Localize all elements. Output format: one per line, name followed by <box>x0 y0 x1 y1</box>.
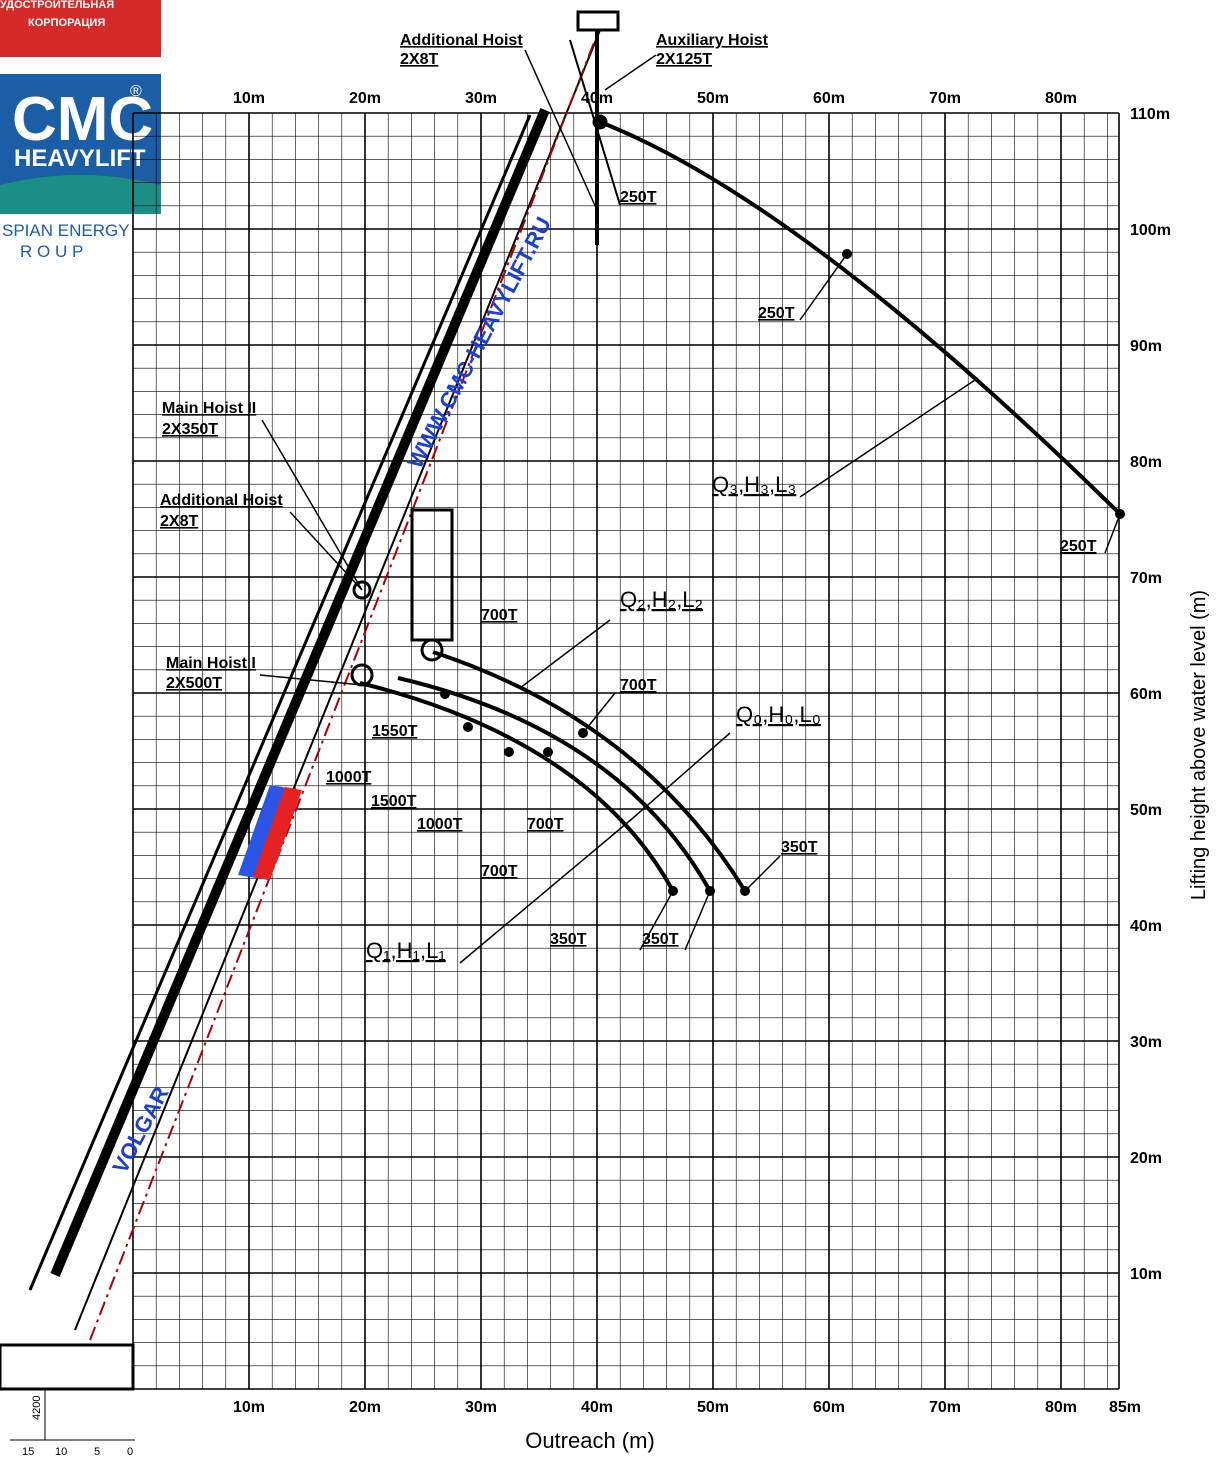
callout: 350T <box>781 839 818 856</box>
callout: 700T <box>481 607 518 624</box>
callout: 700T <box>527 816 564 833</box>
leader <box>800 254 847 320</box>
scale-label: 5 <box>94 1446 100 1458</box>
bottom-label: 50m <box>697 1399 729 1416</box>
logo-group: SPIAN ENERGY <box>2 221 130 240</box>
logo-reg: ® <box>130 83 142 100</box>
callout: Main Hoist II <box>162 400 256 417</box>
curves <box>360 122 1120 891</box>
point <box>543 747 553 757</box>
right-label: 10m <box>1130 1266 1162 1283</box>
y-title: Lifting height above water level (m) <box>1188 590 1210 900</box>
leader <box>745 856 780 891</box>
callout: Q₀,H₀,L₀ <box>736 702 821 727</box>
callout: 1500T <box>371 793 417 810</box>
scale-label: 0 <box>127 1446 133 1458</box>
boom-chord <box>75 30 600 1330</box>
leader <box>460 818 633 963</box>
top-label: 40m <box>581 90 613 107</box>
hook <box>422 640 442 660</box>
boom-chord <box>30 115 530 1290</box>
grid <box>133 113 1119 1389</box>
point <box>440 689 450 699</box>
bottom-label: 20m <box>349 1399 381 1416</box>
callout: Q₁,H₁,L₁ <box>366 938 446 963</box>
callout: 2X8T <box>160 513 198 530</box>
top-label: 20m <box>349 90 381 107</box>
right-label: 40m <box>1130 918 1162 935</box>
bottom-label: 40m <box>581 1399 613 1416</box>
top-label: 80m <box>1045 90 1077 107</box>
top-label: 70m <box>929 90 961 107</box>
scale-label: 15 <box>22 1446 34 1458</box>
deck <box>0 1345 133 1389</box>
crane-chart: УДОСТРОИТЕЛЬНАЯ КОРПОРАЦИЯ CMC ® HEAVYLI… <box>0 0 1220 1459</box>
logo-sub: HEAVYLIFT <box>14 145 146 172</box>
callout: 2X500T <box>166 675 222 692</box>
bottom-label: 30m <box>465 1399 497 1416</box>
callout: 1550T <box>372 723 418 740</box>
callout: Q₂,H₂,L₂ <box>620 587 703 612</box>
labels: 10m 20m 30m 40m 50m 60m 70m 80m 10m 20m 30m 40m 50m 6… <box>160 32 1171 1416</box>
point <box>463 722 473 732</box>
right-label: 30m <box>1130 1034 1162 1051</box>
watermark: WWW.CMC-HEAVYLIFT.RU <box>402 213 556 473</box>
top-label: 30m <box>465 90 497 107</box>
scale-label: 4200 <box>31 1396 43 1420</box>
right-label: 90m <box>1130 338 1162 355</box>
point <box>504 747 514 757</box>
callout: 700T <box>620 677 657 694</box>
callout: Additional Hoist <box>160 492 283 509</box>
callout: 250T <box>1060 538 1097 555</box>
right-label: 60m <box>1130 686 1162 703</box>
callout: 700T <box>481 863 518 880</box>
callout: 1000T <box>326 769 372 786</box>
right-label: 20m <box>1130 1150 1162 1167</box>
bottom-label: 80m <box>1045 1399 1077 1416</box>
leader <box>290 512 362 590</box>
logo-group: R O U P <box>20 242 83 261</box>
right-label: 100m <box>1130 222 1171 239</box>
right-label: 70m <box>1130 570 1162 587</box>
bottom-label: 85m <box>1109 1399 1141 1416</box>
bottom-label: 10m <box>233 1399 265 1416</box>
top-label: 50m <box>697 90 729 107</box>
page: { "logo": {"line1": "УДОСТРОИТЕЛЬНАЯ", "… <box>0 0 1220 1459</box>
right-label: 110m <box>1130 106 1170 123</box>
callout: Additional Hoist <box>400 32 523 49</box>
callout: 1000T <box>417 816 463 833</box>
top-label: 60m <box>813 90 845 107</box>
leader <box>605 55 656 90</box>
bottom-label: 60m <box>813 1399 845 1416</box>
logo-wave <box>0 175 161 214</box>
curve-q3 <box>600 122 1120 514</box>
top-label: 10m <box>233 90 265 107</box>
callout: 2X8T <box>400 51 438 68</box>
callout: 2X350T <box>162 421 218 438</box>
hook-block <box>412 510 452 640</box>
callout: Auxiliary Hoist <box>656 32 769 49</box>
logo-text: УДОСТРОИТЕЛЬНАЯ <box>0 0 114 11</box>
callout: 250T <box>758 305 795 322</box>
callout: 350T <box>642 931 679 948</box>
callout: 350T <box>550 931 587 948</box>
callout: 250T <box>620 189 657 206</box>
leader <box>583 693 615 733</box>
logo-text: КОРПОРАЦИЯ <box>28 17 105 29</box>
x-title: Outreach (m) <box>525 1428 655 1453</box>
right-label: 50m <box>1130 802 1162 819</box>
boom-head <box>578 12 618 30</box>
callout: Main Hoist I <box>166 655 256 672</box>
scale-label: 10 <box>55 1446 67 1458</box>
leader <box>685 891 710 950</box>
bottom-label: 70m <box>929 1399 961 1416</box>
callout: 2X125T <box>656 51 712 68</box>
callout: Q₃,H₃,L₃ <box>712 472 796 497</box>
right-label: 80m <box>1130 454 1162 471</box>
